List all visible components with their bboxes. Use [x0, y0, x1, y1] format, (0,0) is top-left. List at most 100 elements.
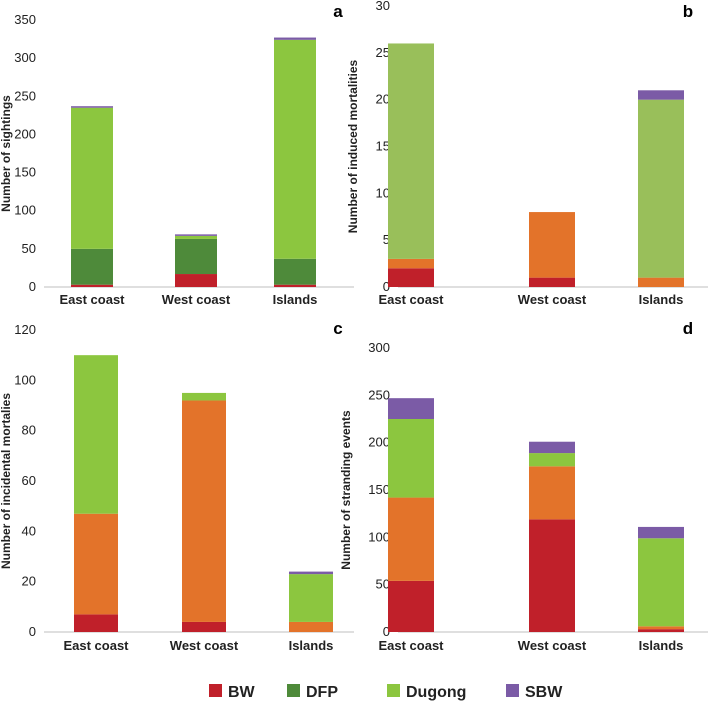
bar-segment-sbw-west-coast — [175, 234, 217, 236]
bar-segment-sbw-islands — [638, 526, 684, 539]
bar-segment-orange-west-coast — [529, 212, 575, 278]
bar-segment-sbw-east-coast — [388, 398, 434, 419]
bar-segment-orange-islands — [638, 277, 684, 287]
bar-segment-dugong-islands — [638, 99, 684, 278]
legend-label-sbw: SBW — [525, 684, 563, 701]
category-label: Islands — [639, 292, 684, 307]
y-tick-label: 350 — [14, 12, 36, 27]
bar-segment-bw-west-coast — [529, 277, 575, 287]
bar-segment-bw-east-coast — [388, 580, 434, 632]
y-tick-label: 20 — [22, 574, 36, 589]
category-label: East coast — [59, 292, 125, 307]
bar-segment-dugong-islands — [289, 574, 333, 622]
y-tick-label: 20 — [376, 92, 390, 107]
y-tick-label: 200 — [368, 435, 390, 450]
y-tick-label: 50 — [22, 241, 36, 256]
bar-segment-dugong-west-coast — [175, 235, 217, 239]
bar-segment-bw-west-coast — [175, 274, 217, 287]
legend: BW DFP Dugong SBW — [209, 684, 563, 701]
legend-label-dfp: DFP — [306, 684, 338, 701]
y-tick-label: 80 — [22, 423, 36, 438]
panel-label: c — [333, 319, 342, 338]
y-tick-label: 40 — [22, 523, 36, 538]
bar-segment-dugong-west-coast — [529, 453, 575, 467]
bar-segment-sbw-islands — [289, 571, 333, 575]
bar-segment-sbw-west-coast — [529, 441, 575, 454]
panel-a: 0 50 100 150 200 250 300 350 East coast West coas… — [0, 2, 354, 307]
bar-segment-sbw-islands — [274, 37, 316, 40]
y-axis-label: Number of induced mortalities — [346, 59, 360, 233]
category-label: Islands — [289, 638, 334, 653]
legend-swatch-bw — [209, 684, 222, 697]
bar-segment-orange-islands — [289, 621, 333, 632]
bar-segment-dfp-east-coast — [71, 248, 113, 285]
y-axis-label: Number of sightings — [0, 95, 13, 212]
y-tick-label: 300 — [368, 340, 390, 355]
panel-b: 0 5 10 15 20 25 30 East coast West coast Islands N… — [346, 0, 708, 307]
y-tick-label: 150 — [14, 165, 36, 180]
y-tick-label: 0 — [29, 624, 36, 639]
bar-segment-orange-west-coast — [529, 466, 575, 520]
legend-label-bw: BW — [228, 684, 256, 701]
y-tick-label: 5 — [383, 232, 390, 247]
category-label: Islands — [273, 292, 318, 307]
y-tick-label: 100 — [14, 372, 36, 387]
category-label: West coast — [518, 638, 587, 653]
panel-label: d — [683, 319, 693, 338]
bar-segment-orange-east-coast — [388, 497, 434, 581]
bar-segment-bw-east-coast — [388, 268, 434, 287]
bar-segment-dugong-west-coast — [182, 392, 226, 401]
y-tick-label: 0 — [383, 624, 390, 639]
y-tick-label: 25 — [376, 45, 390, 60]
bar-segment-dugong-east-coast — [388, 43, 434, 259]
bar-segment-dugong-east-coast — [71, 107, 113, 249]
bar-segment-dugong-islands — [638, 538, 684, 627]
bar-segment-orange-islands — [638, 626, 684, 630]
y-tick-label: 250 — [14, 88, 36, 103]
category-label: West coast — [162, 292, 231, 307]
bar-segment-bw-east-coast — [74, 614, 118, 632]
bar-segment-dugong-east-coast — [74, 355, 118, 514]
y-tick-label: 0 — [29, 279, 36, 294]
panel-label: a — [333, 2, 343, 21]
legend-swatch-sbw — [506, 684, 519, 697]
category-label: West coast — [170, 638, 239, 653]
bar-segment-bw-islands — [274, 284, 316, 287]
y-tick-label: 15 — [376, 139, 390, 154]
category-label: West coast — [518, 292, 587, 307]
y-axis-label: Number of incidental mortalies — [0, 393, 13, 569]
y-tick-label: 300 — [14, 50, 36, 65]
bar-segment-dugong-east-coast — [388, 419, 434, 498]
y-tick-label: 10 — [376, 185, 390, 200]
y-tick-label: 60 — [22, 473, 36, 488]
bar-segment-dugong-islands — [274, 39, 316, 259]
panel-d: 0 50 100 150 200 250 300 East coast West coast Is… — [339, 319, 708, 653]
bar-segment-bw-west-coast — [182, 621, 226, 632]
y-tick-label: 0 — [383, 279, 390, 294]
y-tick-label: 120 — [14, 322, 36, 337]
y-tick-label: 150 — [368, 482, 390, 497]
y-tick-label: 200 — [14, 126, 36, 141]
category-label: East coast — [378, 638, 444, 653]
bar-segment-orange-east-coast — [388, 258, 434, 269]
category-label: Islands — [639, 638, 684, 653]
bar-segment-sbw-east-coast — [71, 106, 113, 108]
y-tick-label: 100 — [368, 529, 390, 544]
bar-segment-dfp-west-coast — [175, 238, 217, 275]
y-axis-label: Number of stranding events — [339, 410, 353, 570]
panel-c: 0 20 40 60 80 100 120 East coast West coast Islan… — [0, 319, 354, 653]
bar-segment-orange-west-coast — [182, 400, 226, 622]
legend-swatch-dugong — [387, 684, 400, 697]
bar-segment-bw-west-coast — [529, 519, 575, 632]
bar-segment-dfp-islands — [274, 258, 316, 285]
legend-swatch-dfp — [287, 684, 300, 697]
bar-segment-bw-islands — [638, 629, 684, 632]
bar-segment-sbw-islands — [638, 90, 684, 100]
category-label: East coast — [378, 292, 444, 307]
y-tick-label: 50 — [376, 577, 390, 592]
legend-label-dugong: Dugong — [406, 684, 466, 701]
y-tick-label: 250 — [368, 387, 390, 402]
category-label: East coast — [63, 638, 129, 653]
